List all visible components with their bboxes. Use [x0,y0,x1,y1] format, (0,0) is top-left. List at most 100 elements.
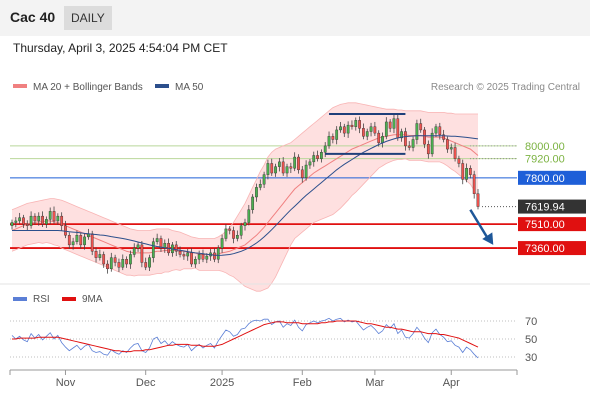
level-label-resistance: 7920.00 [525,154,565,166]
candle-body [316,155,319,159]
candle-body [186,252,190,257]
candle-body [289,166,293,169]
rsi-series-rsi [11,317,479,359]
candle-body [377,132,381,143]
time-axis-label: 2025 [210,377,234,389]
candle-body [476,193,480,207]
level-label-support: 7510.00 [525,219,565,231]
candle-body [354,120,358,127]
candle-body [14,220,18,223]
candle-body [182,254,186,257]
candle-body [358,120,361,129]
candle-body [129,254,132,265]
level-label-box-support [518,241,586,256]
candle-body [285,166,289,174]
candle-body [411,139,415,148]
candle-body [45,219,48,225]
candle-body [423,129,426,145]
candle-body [426,144,430,155]
candle-body [29,215,33,226]
ma50-legend-label: MA 50 [175,82,204,93]
candle-body [239,225,243,236]
candle-body [71,241,75,246]
candle-body [457,158,461,164]
copyright-text: Research © 2025 Trading Central [431,82,580,93]
candle-body [281,161,285,174]
candle-body [388,121,392,129]
rsi-series-9ma [12,320,479,353]
candle-body [132,247,136,255]
rsi-plot-area: 70 50 30 [10,316,537,364]
period-button[interactable]: DAILY [64,6,112,30]
candle-body [232,230,235,239]
forecast-arrow-shaft [469,209,491,242]
candle-body [148,257,151,268]
candle-body [339,126,342,131]
ma20-legend-swatch [13,84,27,88]
candle-body [350,124,354,127]
candle-body [304,164,308,179]
candle-body [293,156,297,169]
candle-body [381,136,384,143]
candle-body [83,236,86,246]
level-label-pivot: 7800.00 [525,173,565,185]
candle-body [446,139,449,150]
time-axis-label: Mar [365,377,384,389]
candle-body [434,126,438,134]
candle-body [178,251,182,255]
candle-body [213,252,216,260]
candle-body [109,257,113,270]
candle-body [151,241,155,258]
candle-body [266,163,270,175]
candle-body [94,251,98,258]
candle-body [449,147,453,150]
candle-body [121,259,125,268]
rsi-legend-label: RSI [33,294,50,305]
candle-body [400,131,403,139]
candle-body [216,247,220,260]
level-label-box-pivot [518,170,586,185]
candle-body [75,235,79,242]
candle-body [52,211,56,222]
candle-body [331,136,335,140]
candle-body [174,244,178,252]
candle-body [41,215,44,225]
bollinger-band [12,102,478,292]
candle-body [369,126,373,132]
candle-body [251,196,255,210]
ma50-line [12,135,479,256]
ma9-legend-swatch [62,297,76,301]
candle-body [37,215,41,222]
candle-body [323,145,327,153]
candle-body [79,235,83,246]
candle-body [438,126,442,135]
time-axis-label: Apr [443,377,460,389]
rsi-tick-label: 70 [525,316,537,328]
candle-body [190,252,193,265]
candle-body [56,215,60,222]
candle-body [419,123,423,131]
candle-body [342,126,346,134]
candle-body [404,131,407,147]
candle-body [48,211,52,220]
candle-body [430,132,434,155]
forecast-arrow-head [482,232,494,245]
candle-body [373,126,377,134]
candle-body [67,235,71,246]
candle-body [220,238,224,249]
candle-body [297,156,300,171]
candle-body [472,174,476,194]
candle-body [384,121,388,137]
candle-body [346,124,350,134]
candle-body [468,168,472,175]
level-label-last-price: 7619.94 [525,202,565,214]
candle-body [201,254,205,260]
candle-body [465,168,468,180]
candle-body [125,259,128,265]
candle-body [327,136,331,147]
candle-body [159,238,163,249]
candle-body [396,118,400,139]
